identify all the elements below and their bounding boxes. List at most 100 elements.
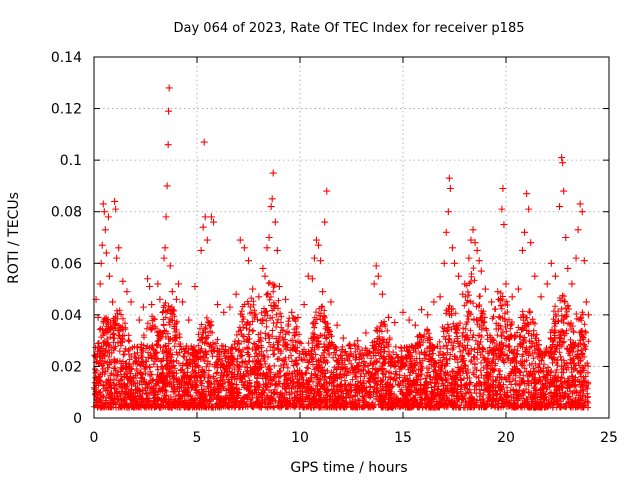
data-point [444,208,452,216]
data-point [156,295,164,303]
data-point [232,290,240,298]
data-point [578,208,586,216]
data-point [165,107,173,115]
data-point [269,169,277,177]
data-point [263,244,271,252]
data-point [459,290,467,298]
y-tick-label: 0.04 [51,308,82,324]
data-point [370,280,378,288]
data-point [537,293,545,301]
data-point [362,329,370,337]
data-point [473,246,481,254]
data-point [436,293,444,301]
data-point [523,190,531,198]
data-point [197,246,205,254]
data-point [477,267,485,275]
data-point [543,280,551,288]
data-point [564,264,572,272]
data-point [165,84,173,92]
data-point [113,254,121,262]
data-point [499,185,507,193]
data-point [399,308,407,316]
data-point [354,337,362,345]
data-point [494,288,502,296]
data-point [508,293,516,301]
data-point [119,277,127,285]
data-point [166,262,174,270]
data-point [317,257,325,265]
data-point [568,280,576,288]
data-point [127,298,135,306]
data-point [465,254,473,262]
data-point [259,264,267,272]
data-point [442,228,450,236]
data-point [572,254,580,262]
grid-lines [94,57,609,418]
data-point [267,203,275,211]
data-point [135,316,143,324]
data-point [391,319,399,327]
data-point [333,321,341,329]
y-tick-label: 0.12 [51,102,82,118]
data-point [100,208,108,216]
data-point [191,282,199,290]
data-point [220,308,228,316]
x-axis-ticks: 0 5 10 15 20 25 [90,57,618,446]
data-point [249,285,257,293]
chart-title: Day 064 of 2023, Rate Of TEC Index for r… [174,21,525,36]
data-point [164,141,172,149]
data-point [500,221,508,229]
data-point [339,334,347,342]
data-point [265,234,273,241]
data-point [245,257,252,265]
data-point [315,241,323,249]
data-point [378,290,386,298]
y-axis-ticks: 0 0.02 0.04 0.06 0.08 0.1 0.12 0.14 [51,50,609,427]
x-tick-label: 0 [90,430,99,446]
data-point [240,244,248,252]
data-point [312,236,320,244]
data-point [98,241,106,249]
data-point [161,244,169,252]
data-point [275,282,283,290]
data-point [551,272,559,280]
data-point [168,288,176,296]
data-point [385,313,393,321]
data-point [273,246,281,254]
data-points [92,84,592,350]
data-point [580,257,588,265]
data-point [160,254,168,262]
plot-frame [93,56,610,419]
data-point [488,298,496,306]
plot-border [93,56,610,419]
data-point [172,295,180,303]
data-point [209,218,217,226]
data-point [525,205,533,213]
data-point [99,200,107,208]
data-point [502,280,510,288]
data-point [498,205,506,213]
data-point [475,257,483,265]
data-point [304,272,312,280]
data-point [185,316,193,324]
data-point [574,226,582,234]
data-point [203,236,211,244]
data-point [109,298,117,306]
y-tick-label: 0.14 [51,50,82,66]
data-point [200,138,208,146]
data-point [146,282,154,290]
data-point [139,303,147,311]
data-point [163,182,171,190]
data-point [207,213,215,221]
data-point [261,272,269,280]
data-point [96,280,104,288]
data-point [345,342,353,350]
data-point [104,213,112,221]
data-point [115,244,123,252]
y-axis-label: ROTI / TECUs [6,192,22,284]
data-point [101,226,109,234]
data-point [288,308,296,316]
data-point [418,306,426,314]
data-point [455,272,463,280]
